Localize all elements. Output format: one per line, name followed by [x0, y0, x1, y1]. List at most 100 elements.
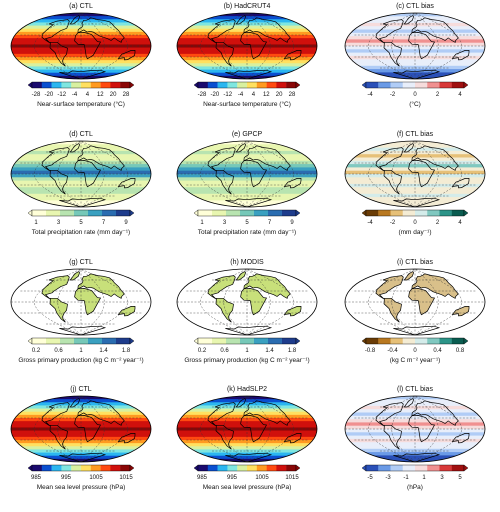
colorbar-swatch [51, 465, 62, 471]
continent-outline [41, 147, 70, 172]
tick-label: 9 [124, 220, 128, 226]
colorbar-swatch [217, 465, 228, 471]
colorbar-swatch [32, 82, 42, 88]
colorbar-arrow-left [27, 337, 33, 345]
colorbar-swatch [276, 465, 287, 471]
colorbar [361, 81, 469, 89]
colorbar-swatch [100, 82, 111, 88]
colorbar-arrow-left [27, 209, 33, 217]
tick-label: -28 [197, 92, 207, 98]
continent-outline [403, 398, 414, 408]
field-band [177, 174, 317, 178]
colorbar-label: Near-surface temperature (°C) [37, 101, 125, 108]
colorbar-ticks: -5 -3 -1 1 3 5 [362, 474, 468, 482]
field-band [11, 174, 151, 178]
field-band [345, 164, 485, 168]
map-border [10, 12, 152, 80]
tick-label: 0 [413, 220, 417, 226]
colorbar-label: Mean sea level pressure (hPa) [202, 484, 292, 491]
tick-label: 995 [226, 475, 238, 481]
colorbar-ticks: 985 995 1005 1015 [28, 474, 134, 482]
colorbar-swatch [254, 338, 269, 344]
longitude-line [414, 141, 439, 207]
map-panel: (g) CTL 0.2 0.6 1 1.4 1.8 Gross primary produc… [6, 258, 156, 383]
longitude-line [391, 13, 416, 79]
map-border [344, 12, 486, 80]
panel-title: (d) CTL [69, 131, 93, 138]
field-band [11, 160, 151, 165]
tick-label: -5 [367, 475, 373, 481]
colorbar-swatch [240, 210, 255, 216]
continent-outline [74, 32, 102, 60]
colorbar-swatch [451, 465, 465, 471]
colorbar-swatch [198, 82, 208, 88]
colorbar-swatch [212, 210, 227, 216]
longitude-line [414, 269, 462, 335]
continent-outline [451, 178, 470, 189]
longitude-line [200, 396, 248, 462]
field-band [177, 164, 317, 168]
longitude-line [80, 396, 128, 462]
world-map [344, 268, 486, 336]
colorbar-swatch [116, 338, 131, 344]
colorbar-swatch [256, 82, 267, 88]
longitude-line [246, 141, 271, 207]
colorbar-arrow-right [295, 209, 301, 217]
colorbar-arrow-left [193, 81, 199, 89]
longitude-line [57, 13, 82, 79]
field-band [345, 432, 485, 436]
colorbar-swatch [439, 465, 452, 471]
tick-label: 1005 [255, 475, 269, 481]
colorbar-swatch [60, 338, 75, 344]
colorbar-swatch [282, 338, 297, 344]
field-band [11, 177, 151, 181]
colorbar [361, 464, 469, 472]
colorbar-swatch [268, 210, 283, 216]
longitude-line [368, 396, 416, 462]
map-border [10, 395, 152, 463]
panel-title: (b) HadCRUT4 [223, 3, 271, 10]
colorbar-arrow-left [27, 464, 33, 472]
colorbar-swatch [88, 338, 103, 344]
field-band [177, 436, 317, 441]
colorbar-swatch [378, 82, 391, 88]
continent-outline [375, 275, 404, 300]
tick-label: 4 [458, 92, 462, 98]
continent-outline [243, 17, 291, 43]
colorbar-arrow-right [295, 81, 301, 89]
field-band [345, 49, 485, 53]
longitude-line [34, 141, 82, 207]
continent-outline [41, 402, 70, 427]
longitude-line [246, 269, 271, 335]
longitude-line [223, 13, 248, 79]
colorbar-swatch [415, 338, 428, 344]
field-band [345, 32, 485, 37]
longitude-line [80, 13, 128, 79]
field-band [177, 167, 317, 172]
field-band [177, 57, 317, 61]
continent-outline [375, 402, 404, 427]
colorbar-arrow-right [295, 464, 301, 472]
field-band [11, 60, 151, 64]
colorbar-swatch [227, 82, 238, 88]
colorbar-swatch [90, 465, 101, 471]
panel-title: (c) CTL bias [396, 3, 434, 10]
field-band [345, 46, 485, 50]
colorbar-swatch [390, 82, 403, 88]
longitude-line [414, 396, 439, 462]
colorbar-arrow-left [27, 81, 33, 89]
continent-outline [403, 143, 414, 153]
colorbar-ticks: -4 -2 0 2 4 [362, 91, 468, 99]
tick-label: -4 [71, 92, 78, 98]
field-band [345, 167, 485, 172]
world-map [344, 12, 486, 80]
field-band [345, 422, 485, 427]
field-band [177, 433, 317, 438]
colorbar-swatch [415, 82, 428, 88]
colorbar-swatch [390, 210, 403, 216]
colorbar-swatch [254, 210, 269, 216]
tick-label: 1005 [89, 475, 103, 481]
continent-outline [243, 400, 291, 426]
tick-label: 20 [275, 92, 283, 98]
colorbar-swatch [427, 338, 440, 344]
